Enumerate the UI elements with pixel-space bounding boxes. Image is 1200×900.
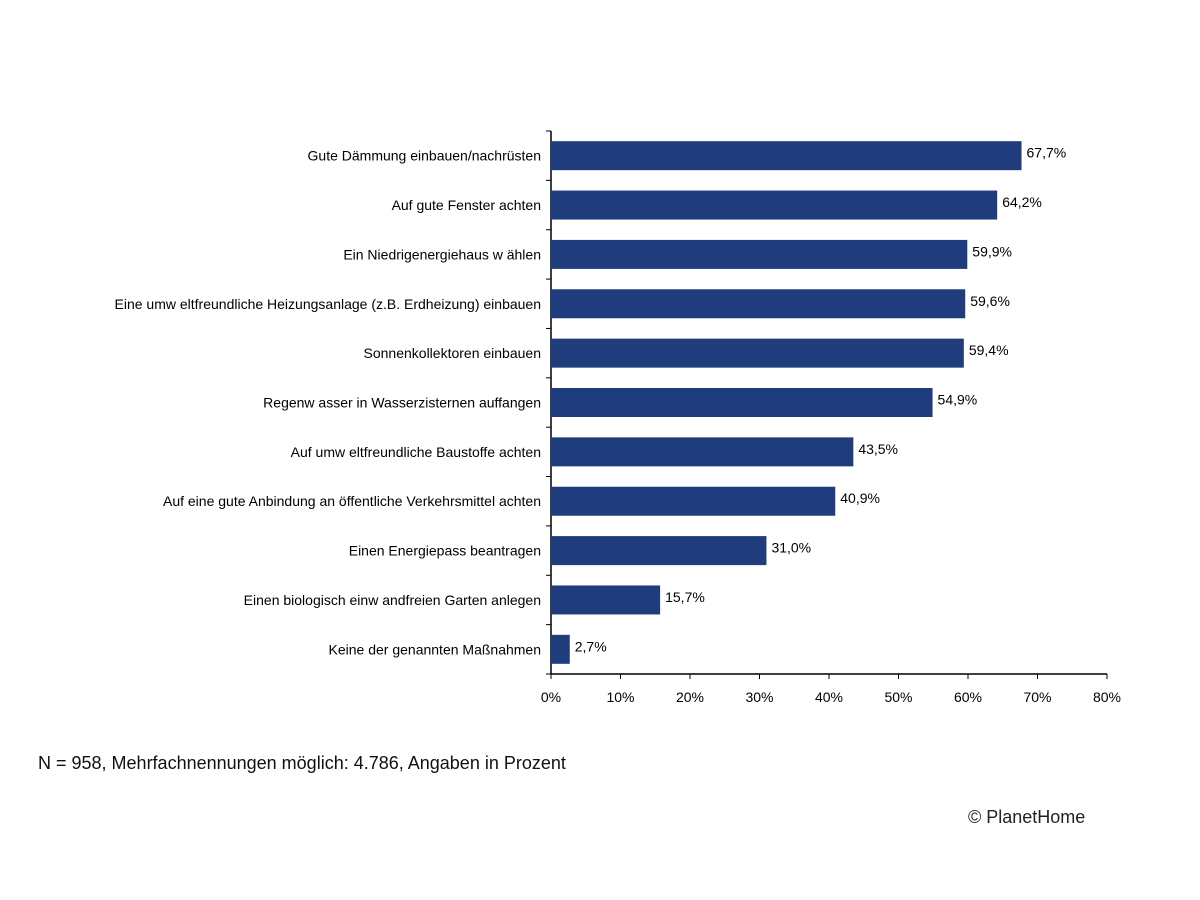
bar: [551, 388, 933, 417]
copyright: © PlanetHome: [968, 807, 1086, 827]
bar: [551, 190, 998, 220]
footnote: N = 958, Mehrfachnennungen möglich: 4.78…: [38, 753, 566, 773]
bar: [551, 486, 836, 516]
bar: [551, 585, 661, 615]
bar: [551, 141, 1022, 171]
category-label: Ein Niedrigenergiehaus w ählen: [343, 246, 541, 262]
category-label: Auf umw eltfreundliche Baustoffe achten: [291, 444, 541, 460]
data-label: 15,7%: [665, 589, 705, 605]
data-label: 31,0%: [771, 540, 811, 556]
data-label: 2,7%: [575, 638, 607, 654]
category-label: Einen biologisch einw andfreien Garten a…: [244, 592, 541, 608]
x-tick-label: 60%: [954, 689, 982, 705]
x-tick-label: 30%: [745, 689, 773, 705]
x-tick-label: 80%: [1093, 689, 1121, 705]
bar: [551, 536, 767, 566]
x-tick-label: 20%: [676, 689, 704, 705]
category-label: Einen Energiepass beantragen: [349, 543, 541, 559]
data-label: 59,9%: [972, 243, 1012, 259]
bar: [551, 338, 964, 368]
x-tick-label: 0%: [541, 689, 561, 705]
bar: [551, 289, 966, 319]
category-label: Keine der genannten Maßnahmen: [329, 641, 541, 657]
category-label: Gute Dämmung einbauen/nachrüsten: [308, 148, 541, 164]
x-tick-label: 70%: [1023, 689, 1051, 705]
bar: [551, 239, 968, 269]
data-label: 59,4%: [969, 342, 1009, 358]
x-tick-label: 10%: [606, 689, 634, 705]
data-label: 54,9%: [938, 392, 978, 408]
category-label: Auf gute Fenster achten: [392, 197, 541, 213]
data-label: 43,5%: [858, 441, 898, 457]
category-label: Eine umw eltfreundliche Heizungsanlage (…: [115, 296, 541, 312]
x-tick-label: 50%: [884, 689, 912, 705]
category-label: Sonnenkollektoren einbauen: [364, 345, 541, 361]
data-label: 40,9%: [840, 490, 880, 506]
data-label: 59,6%: [970, 293, 1010, 309]
bar: [551, 437, 854, 467]
category-label: Regenw asser in Wasserzisternen auffange…: [263, 395, 541, 411]
bar: [551, 634, 570, 664]
data-label: 64,2%: [1002, 194, 1042, 210]
x-tick-label: 40%: [815, 689, 843, 705]
category-label: Auf eine gute Anbindung an öffentliche V…: [163, 493, 541, 509]
data-label: 67,7%: [1027, 145, 1067, 161]
